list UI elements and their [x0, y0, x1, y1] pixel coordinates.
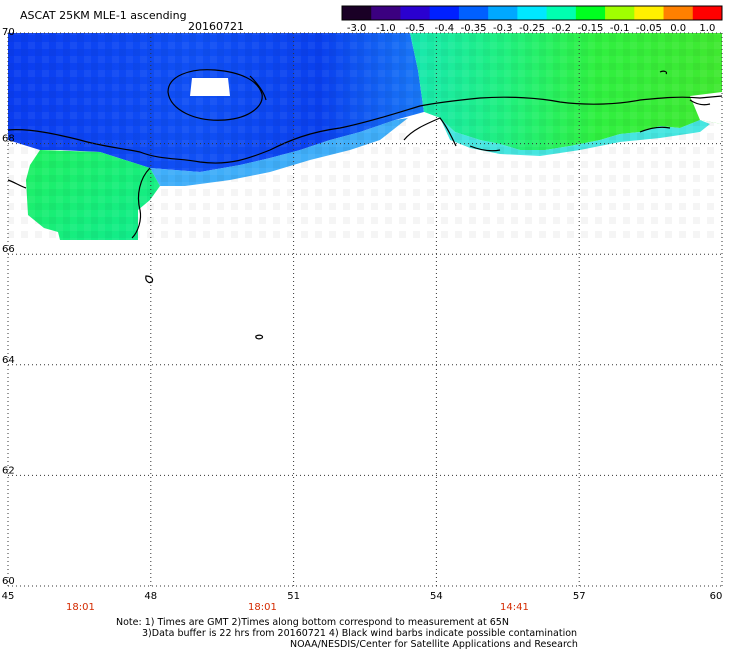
- colorbar-tick-label: -0.05: [636, 23, 662, 34]
- time-label-1: 18:01: [66, 602, 95, 613]
- coastline: [7, 69, 723, 340]
- note-line-1: Note: 1) Times are GMT 2)Times along bot…: [116, 617, 509, 628]
- colorbar-tick-label: -0.4: [435, 23, 455, 34]
- land-mask-coast: [404, 112, 470, 150]
- colorbar-tick-label: -3.0: [347, 23, 367, 34]
- colorbar-swatch: [634, 6, 665, 20]
- colorbar-swatch: [371, 6, 401, 20]
- latitude-tick-label: 62: [2, 465, 15, 476]
- latitude-tick-label: 64: [2, 355, 15, 366]
- colorbar-tick-label: 0.0: [670, 23, 686, 34]
- colorbar-tick-label: -0.3: [493, 23, 513, 34]
- colorbar-tick-label: -0.35: [461, 23, 487, 34]
- time-label-2: 18:01: [248, 602, 277, 613]
- colorbar-swatch: [575, 6, 606, 20]
- latitude-tick-label: 66: [2, 244, 15, 255]
- longitude-tick-label: 60: [710, 591, 723, 602]
- latitude-labels: 70 68 66 64 62 60: [2, 27, 15, 587]
- longitude-tick-label: 45: [2, 591, 15, 602]
- graticule-grid: [7, 32, 723, 587]
- colorbar-swatch: [663, 6, 694, 20]
- note-line-3: NOAA/NESDIS/Center for Satellite Applica…: [290, 639, 578, 650]
- figure-date: 20160721: [188, 20, 244, 33]
- colorbar-tick-label: 1.0: [699, 23, 715, 34]
- land-mask-east: [690, 92, 722, 124]
- colorbar-swatch: [342, 6, 372, 20]
- colorbar-tick-label: -0.1: [610, 23, 630, 34]
- colorbar-frame: [341, 5, 723, 21]
- colorbar-tick-label: -0.5: [405, 23, 425, 34]
- colorbar-swatch: [458, 6, 489, 20]
- longitude-tick-label: 48: [144, 591, 157, 602]
- longitude-tick-label: 57: [573, 591, 586, 602]
- colorbar-tick-label: -0.25: [519, 23, 545, 34]
- colorbar-swatch: [517, 6, 548, 20]
- note-line-2: 3)Data buffer is 22 hrs from 20160721 4)…: [142, 628, 577, 639]
- colorbar-tick-label: -1.0: [376, 23, 396, 34]
- latitude-tick-label: 60: [2, 576, 15, 587]
- colorbar-tick-label: -0.2: [551, 23, 571, 34]
- colorbar-swatch: [605, 6, 635, 20]
- land-mask-kolguev: [190, 78, 230, 96]
- figure-title: ASCAT 25KM MLE-1 ascending: [20, 9, 187, 22]
- longitude-tick-label: 51: [287, 591, 300, 602]
- colorbar-swatch: [488, 6, 518, 20]
- map-panel: 70 68 66 64 62 60 45 48 51 54 57 60: [2, 27, 723, 602]
- longitude-tick-label: 54: [430, 591, 443, 602]
- time-label-3: 14:41: [500, 602, 529, 613]
- longitude-labels: 45 48 51 54 57 60: [2, 591, 723, 602]
- colorbar-swatch: [692, 6, 723, 20]
- swath-pixel-texture: [8, 33, 722, 243]
- colorbar-swatch: [400, 6, 431, 20]
- colorbar: -3.0 -1.0 -0.5 -0.4 -0.35 -0.3 -0.25 -0.2 -0.15-…: [341, 5, 723, 34]
- colorbar-swatch: [429, 6, 460, 20]
- latitude-tick-label: 68: [2, 134, 15, 145]
- latitude-tick-label: 70: [2, 27, 15, 38]
- colorbar-tick-label: -0.15: [578, 23, 604, 34]
- colorbar-swatch: [546, 6, 577, 20]
